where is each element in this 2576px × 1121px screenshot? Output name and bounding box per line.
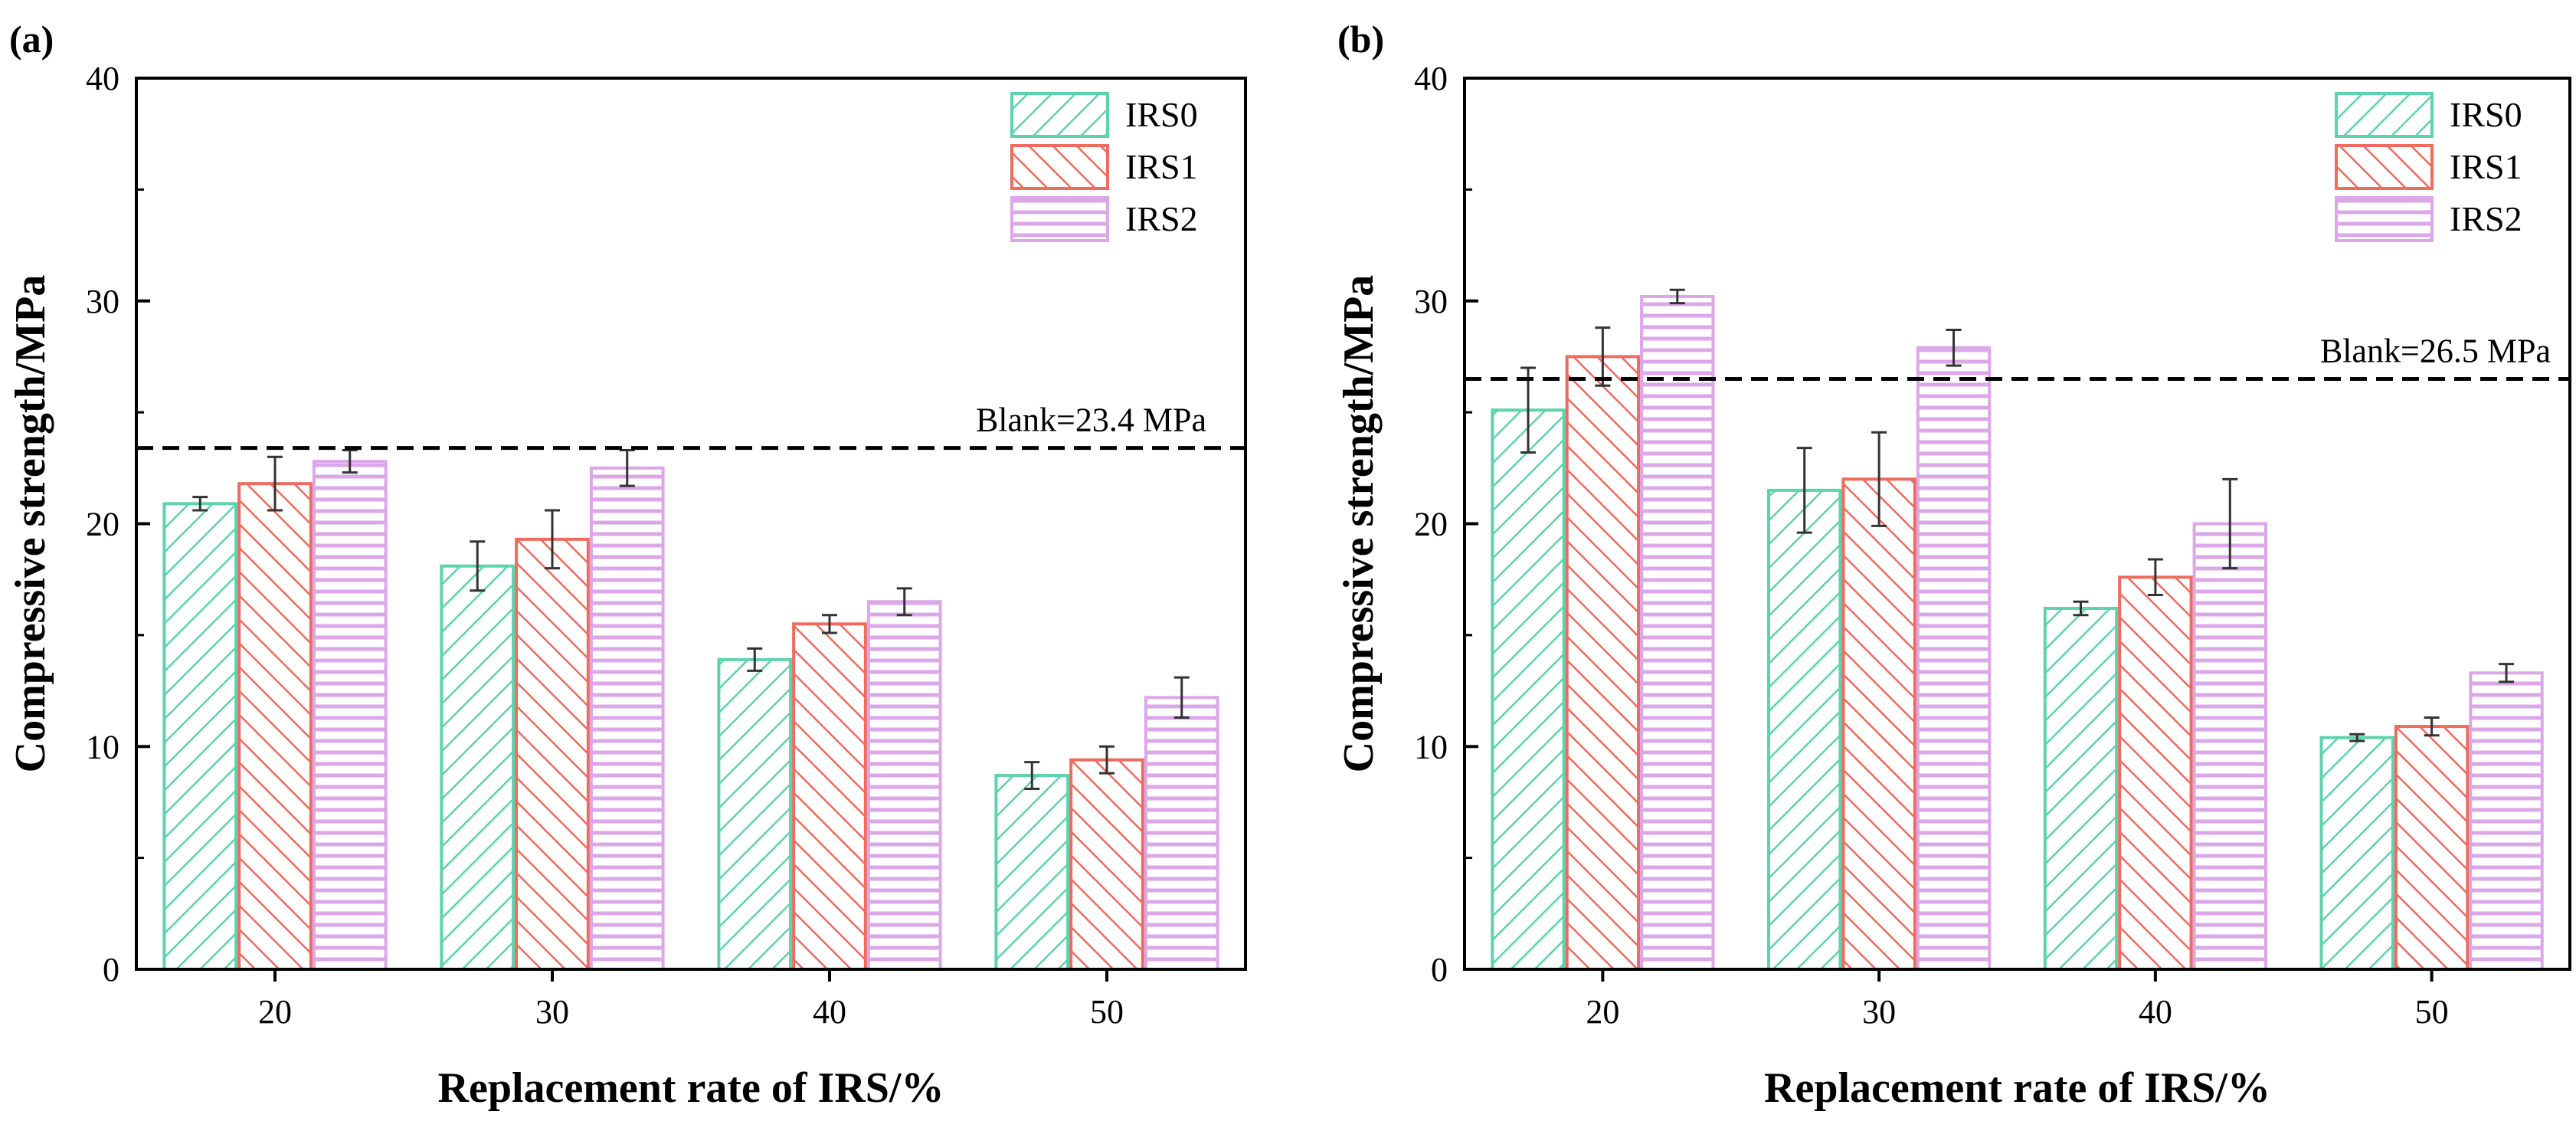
y-tick-label: 0 <box>103 951 119 988</box>
bar-irs1-30 <box>1841 477 1916 971</box>
error-bar-irs0-50 <box>1024 761 1040 790</box>
legend-swatch-irs0 <box>2335 92 2434 138</box>
y-tick-label: 20 <box>1414 506 1448 543</box>
bar-irs0-30 <box>440 564 516 971</box>
error-bar-irs0-40 <box>2073 600 2089 617</box>
y-tick-label: 30 <box>86 283 119 320</box>
x-tick-label: 30 <box>535 993 569 1031</box>
error-bar-irs0-20 <box>192 496 208 512</box>
error-bar-irs2-40 <box>2222 477 2238 570</box>
x-tick-label: 40 <box>2139 993 2172 1031</box>
error-bar-irs0-30 <box>470 540 486 592</box>
legend-swatch-irs1 <box>2335 144 2434 190</box>
bar-irs0-50 <box>2319 736 2394 971</box>
panel-label: (b) <box>1337 18 1384 61</box>
legend-label-irs2: IRS2 <box>1125 199 1198 238</box>
error-bar-irs2-30 <box>1946 329 1962 367</box>
error-bar-irs1-40 <box>2147 558 2163 597</box>
x-tick-label: 40 <box>813 993 846 1031</box>
x-axis-title: Replacement rate of IRS/% <box>438 1064 944 1112</box>
bar-irs2-50 <box>1144 696 1219 971</box>
bar-irs1-20 <box>1565 355 1641 971</box>
x-tick-label: 50 <box>2415 993 2449 1031</box>
panel-b: (b) Blank=26.5 MPa 0 10 20 30 40 20 30 40 50 Replac… <box>1335 18 2571 1112</box>
panel-label: (a) <box>9 18 54 61</box>
bar-irs1-30 <box>515 537 590 971</box>
y-axis-title: Compressive strength/MPa <box>7 275 54 773</box>
blank-reference-label: Blank=23.4 MPa <box>976 402 1206 439</box>
bar-irs1-20 <box>237 482 313 971</box>
x-tick-label: 50 <box>1090 993 1124 1031</box>
y-tick-label: 30 <box>1414 283 1448 320</box>
bar-irs1-50 <box>2394 725 2470 972</box>
bar-irs0-40 <box>717 657 793 971</box>
error-bar-irs1-30 <box>545 509 560 570</box>
bar-irs2-40 <box>2192 522 2267 971</box>
legend-label-irs0: IRS0 <box>1125 95 1198 134</box>
y-tick-label: 20 <box>86 506 119 543</box>
bar-irs0-20 <box>162 502 238 971</box>
error-bar-irs1-20 <box>267 455 283 512</box>
legend-label-irs1: IRS1 <box>2450 147 2522 186</box>
bar-irs0-20 <box>1491 408 1566 971</box>
error-bar-irs2-40 <box>896 587 912 617</box>
bar-irs2-30 <box>1916 346 1992 971</box>
y-tick-label: 40 <box>1414 60 1448 97</box>
y-tick-label: 10 <box>86 728 119 765</box>
y-tick-label: 0 <box>1431 951 1448 988</box>
error-bar-irs2-30 <box>619 449 635 487</box>
error-bar-irs1-50 <box>1099 745 1115 775</box>
legend-label-irs1: IRS1 <box>1125 147 1198 186</box>
bar-irs1-40 <box>792 622 867 972</box>
bar-irs2-20 <box>1640 294 1715 971</box>
x-tick-label: 20 <box>258 993 292 1031</box>
blank-reference-label: Blank=26.5 MPa <box>2320 333 2551 370</box>
legend-swatch-irs1 <box>1010 144 1109 190</box>
error-bar-irs0-30 <box>1796 447 1812 534</box>
bar-irs2-50 <box>2469 671 2544 971</box>
bar-irs0-30 <box>1767 488 1842 971</box>
y-tick-label: 10 <box>1414 728 1448 765</box>
bar-irs0-40 <box>2043 606 2119 971</box>
legend-label-irs0: IRS0 <box>2450 95 2522 134</box>
error-bar-irs1-40 <box>822 614 837 634</box>
y-tick-label: 40 <box>86 60 119 97</box>
error-bar-irs2-20 <box>1669 288 1685 305</box>
error-bar-irs1-30 <box>1871 431 1887 527</box>
x-axis-title: Replacement rate of IRS/% <box>1764 1064 2270 1112</box>
bar-irs0-50 <box>994 774 1070 971</box>
x-tick-label: 20 <box>1586 993 1619 1031</box>
error-bar-irs1-20 <box>1595 326 1611 387</box>
bar-irs1-50 <box>1069 758 1144 971</box>
error-bar-irs1-50 <box>2424 716 2440 737</box>
x-tick-label: 30 <box>1862 993 1896 1031</box>
error-bar-irs0-20 <box>1520 366 1536 454</box>
legend-swatch-irs0 <box>1010 92 1109 138</box>
bar-irs2-40 <box>866 600 942 971</box>
panel-a: (a) Blank=23.4 MPa 0 10 20 30 40 20 30 40 50 Replac… <box>7 18 1247 1112</box>
error-bar-irs2-20 <box>342 449 358 474</box>
error-bar-irs2-50 <box>1173 676 1190 719</box>
bar-irs2-30 <box>589 466 665 971</box>
bar-irs2-20 <box>312 460 388 971</box>
bar-irs1-40 <box>2118 575 2193 972</box>
error-bar-irs0-50 <box>2349 733 2365 742</box>
y-axis-title: Compressive strength/MPa <box>1335 275 1383 773</box>
legend-swatch-irs2 <box>2335 196 2434 242</box>
legend-swatch-irs2 <box>1010 196 1109 242</box>
error-bar-irs2-50 <box>2499 663 2515 683</box>
error-bar-irs0-40 <box>747 647 763 672</box>
legend-label-irs2: IRS2 <box>2450 199 2522 238</box>
